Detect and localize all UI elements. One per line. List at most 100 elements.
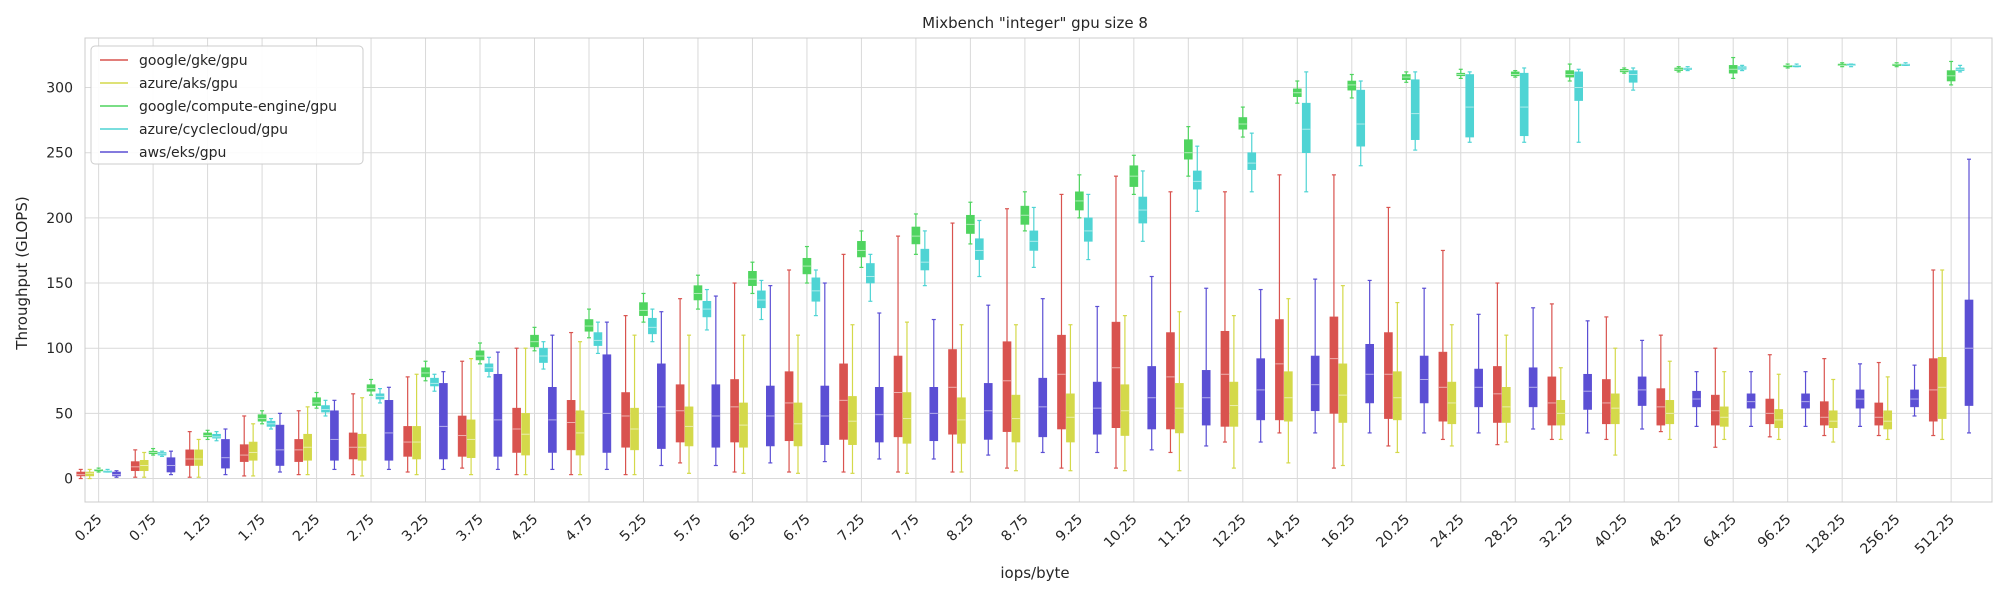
box xyxy=(312,391,321,409)
iqr-box xyxy=(584,319,594,332)
box xyxy=(294,410,304,476)
box xyxy=(1410,71,1420,151)
box xyxy=(1310,278,1320,434)
box xyxy=(1129,154,1139,196)
iqr-box xyxy=(212,433,221,439)
series-google-gke-gpu xyxy=(76,174,1938,480)
box xyxy=(893,235,903,473)
iqr-box xyxy=(811,277,821,302)
box xyxy=(1365,279,1374,434)
box xyxy=(702,288,712,331)
iqr-box xyxy=(848,396,857,445)
iqr-box xyxy=(929,387,939,442)
box xyxy=(1438,249,1448,441)
box xyxy=(1284,298,1293,464)
iqr-box xyxy=(203,432,212,438)
series-google-compute-engine-gpu xyxy=(94,56,1956,473)
iqr-box xyxy=(693,285,703,301)
legend-frame xyxy=(90,45,364,165)
iqr-box xyxy=(1310,355,1320,412)
iqr-box xyxy=(1184,139,1193,160)
box xyxy=(1528,307,1538,430)
box xyxy=(94,467,103,473)
box xyxy=(1120,315,1130,472)
box xyxy=(1192,145,1202,212)
box xyxy=(1220,191,1230,443)
box xyxy=(348,393,358,476)
box xyxy=(321,399,330,417)
box xyxy=(112,470,121,478)
box xyxy=(793,334,803,474)
box xyxy=(157,450,167,457)
iqr-box xyxy=(1964,299,1974,406)
box xyxy=(639,292,648,323)
iqr-box xyxy=(1711,394,1720,426)
iqr-box xyxy=(1474,368,1483,408)
iqr-box xyxy=(1329,316,1339,414)
box xyxy=(593,321,603,355)
box xyxy=(1138,170,1148,242)
box xyxy=(148,447,158,456)
box xyxy=(929,318,939,460)
iqr-box xyxy=(1465,74,1475,138)
box xyxy=(384,386,394,471)
box xyxy=(275,412,285,473)
iqr-box xyxy=(602,354,612,453)
box xyxy=(266,417,276,430)
iqr-box xyxy=(621,392,630,448)
iqr-box xyxy=(675,384,685,443)
iqr-box xyxy=(975,238,984,260)
plot-frame xyxy=(84,37,1993,503)
box xyxy=(1874,361,1884,437)
box xyxy=(1384,206,1393,447)
iqr-box xyxy=(1874,402,1884,426)
iqr-box xyxy=(866,263,875,284)
iqr-box xyxy=(539,347,548,363)
box xyxy=(966,201,975,245)
iqr-box xyxy=(248,441,258,461)
iqr-box xyxy=(1719,406,1729,427)
y-tick-label: 0 xyxy=(64,472,73,488)
y-tick-label: 50 xyxy=(55,406,73,422)
iqr-box xyxy=(1883,410,1893,430)
iqr-box xyxy=(112,471,121,477)
iqr-box xyxy=(1493,366,1502,423)
box xyxy=(1846,63,1856,68)
box xyxy=(948,222,957,473)
box xyxy=(902,321,912,474)
iqr-box xyxy=(839,363,848,440)
iqr-box xyxy=(330,410,339,461)
x-axis-label: iops/byte xyxy=(1000,564,1069,582)
box xyxy=(1955,64,1965,73)
legend-item: azure/aks/gpu xyxy=(100,76,238,92)
box xyxy=(566,331,576,476)
iqr-box xyxy=(920,248,930,271)
box xyxy=(530,326,539,352)
box xyxy=(1184,126,1193,177)
box xyxy=(1493,282,1502,446)
box xyxy=(857,230,866,268)
iqr-box xyxy=(820,385,830,445)
y-tick-label: 300 xyxy=(46,81,73,97)
box xyxy=(1602,316,1611,441)
box xyxy=(1401,71,1411,83)
y-axis-ticks: 0 50 100 150 200 250 300 xyxy=(46,81,73,488)
box xyxy=(1574,68,1583,143)
box xyxy=(584,308,594,339)
box xyxy=(1683,66,1692,72)
iqr-box xyxy=(275,424,285,466)
iqr-box xyxy=(412,426,421,460)
iqr-box xyxy=(1565,70,1575,78)
box xyxy=(1610,347,1620,456)
box xyxy=(1447,324,1457,447)
iqr-box xyxy=(593,332,603,346)
box xyxy=(1029,206,1039,268)
iqr-box xyxy=(1637,376,1647,406)
iqr-box xyxy=(1801,393,1810,409)
box xyxy=(983,304,993,456)
box xyxy=(757,279,766,321)
box xyxy=(1501,334,1511,443)
series-aws-eks-gpu xyxy=(112,158,1974,478)
box xyxy=(957,324,966,473)
box xyxy=(1510,69,1520,78)
